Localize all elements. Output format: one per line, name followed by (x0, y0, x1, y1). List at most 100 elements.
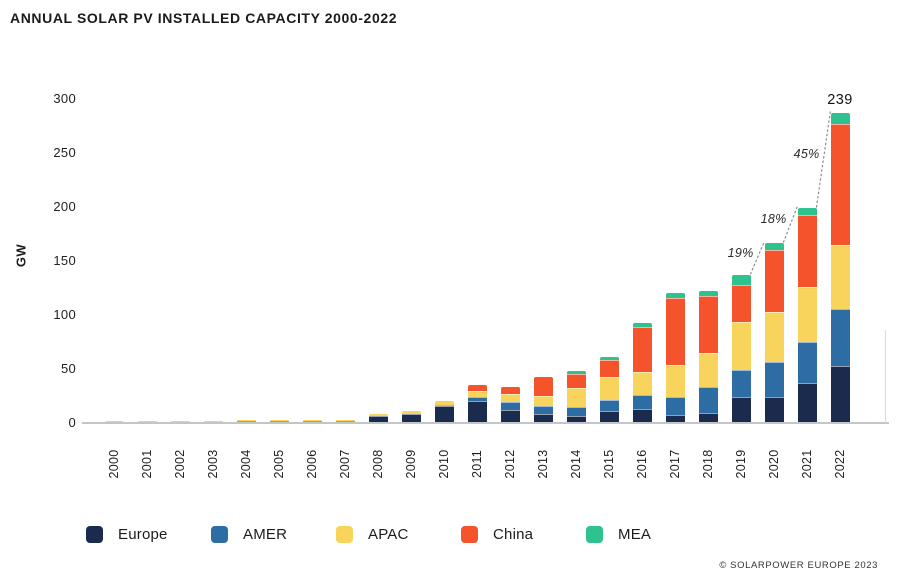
x-tick-label: 2018 (701, 449, 715, 479)
bar-segment-apac (368, 413, 388, 416)
bar-segment-china (698, 296, 718, 353)
bar-segment-amer (698, 387, 718, 413)
copyright-credit: © SOLARPOWER EUROPE 2023 (719, 560, 878, 571)
bar-segment-amer (434, 404, 454, 407)
bar-segment-china (500, 387, 520, 395)
y-tick-label: 50 (60, 361, 76, 376)
growth-percent-label: 18% (760, 212, 787, 227)
bar-segment-apac (467, 391, 487, 398)
bar-segment-amer (830, 309, 850, 366)
bar-segment-amer (632, 394, 652, 410)
bar-segment-europe (335, 420, 355, 423)
x-tick-label: 2007 (338, 449, 352, 479)
x-tick-label: 2002 (173, 449, 187, 479)
x-tick-label: 2021 (800, 449, 814, 479)
bar-segment-europe (665, 414, 685, 423)
x-tick-label: 2019 (734, 449, 748, 479)
x-tick-label: 2009 (404, 449, 418, 479)
bar-segment-europe (467, 400, 487, 423)
x-tick-label: 2010 (437, 449, 451, 479)
bar-segment-mea (665, 293, 685, 299)
bar-segment-china (599, 360, 619, 378)
bar-segment-amer (599, 399, 619, 411)
bar-segment-mea (731, 274, 751, 285)
x-tick-label: 2014 (569, 449, 583, 479)
bar-segment-china (566, 373, 586, 388)
bar-segment-china (830, 124, 850, 245)
bar-segment-apac (797, 286, 817, 342)
x-tick-label: 2004 (239, 449, 253, 479)
bar-segment-china (632, 326, 652, 372)
legend-label: APAC (368, 526, 409, 543)
bar-segment-apac (203, 420, 223, 422)
legend-swatch-apac (336, 526, 353, 543)
bar-2018 (698, 290, 718, 423)
bar-segment-europe (434, 406, 454, 423)
bar-segment-europe (830, 365, 850, 423)
bar-segment-amer (665, 396, 685, 415)
legend-swatch-mea (586, 526, 603, 543)
legend-swatch-europe (86, 526, 103, 543)
bar-segment-europe (566, 416, 586, 423)
legend-label: China (493, 526, 534, 543)
bar-segment-apac (302, 419, 322, 422)
bar-segment-apac (401, 411, 421, 415)
bar-segment-europe (731, 396, 751, 423)
bar-segment-mea (632, 323, 652, 327)
bar-segment-apac (764, 312, 784, 363)
bar-segment-china (467, 384, 487, 392)
bar-segment-china (764, 249, 784, 313)
bar-segment-apac (566, 388, 586, 407)
y-tick-label: 0 (68, 415, 76, 430)
bar-segment-europe (632, 409, 652, 423)
bar-2013 (533, 377, 553, 423)
bar-segment-amer (533, 406, 553, 414)
bar-segment-china (533, 377, 553, 396)
x-tick-label: 2015 (602, 449, 616, 479)
bar-segment-china (731, 284, 751, 322)
bar-segment-europe (599, 410, 619, 423)
bar-2014 (566, 371, 586, 423)
bar-segment-europe (533, 414, 553, 423)
bar-segment-amer (500, 402, 520, 410)
bar-segment-amer (731, 369, 751, 397)
legend-item-apac: APAC (336, 526, 461, 543)
bar-segment-mea (830, 112, 850, 125)
legend-item-mea: MEA (586, 526, 711, 543)
bar-2019 (731, 274, 751, 423)
x-tick-label: 2017 (668, 449, 682, 479)
bar-segment-apac (731, 321, 751, 370)
growth-percent-label: 45% (793, 146, 820, 161)
bar-2011 (467, 384, 487, 423)
legend-swatch-china (461, 526, 478, 543)
bar-2022 (830, 112, 850, 423)
bar-2007 (335, 419, 355, 423)
total-value-label: 239 (827, 91, 853, 108)
bar-segment-mea (764, 243, 784, 250)
bar-2009 (401, 411, 421, 423)
bar-segment-mea (797, 207, 817, 215)
bar-segment-apac (830, 244, 850, 310)
x-tick-label: 2022 (833, 449, 847, 479)
y-tick-label: 100 (53, 307, 76, 322)
bar-segment-mea (698, 290, 718, 297)
bar-2021 (797, 207, 817, 423)
x-tick-label: 2016 (635, 449, 649, 479)
bar-segment-apac (533, 395, 553, 407)
x-tick-label: 2001 (140, 449, 154, 479)
bar-2020 (764, 243, 784, 423)
legend-label: AMER (243, 526, 288, 543)
legend-swatch-amer (211, 526, 228, 543)
bar-2012 (500, 387, 520, 423)
bar-segment-apac (137, 421, 157, 422)
bar-2017 (665, 293, 685, 423)
bar-segment-apac (434, 400, 454, 405)
bar-segment-europe (764, 396, 784, 423)
legend-item-amer: AMER (211, 526, 336, 543)
bar-2010 (434, 400, 454, 423)
growth-percent-label: 19% (727, 245, 754, 260)
bar-segment-mea (599, 357, 619, 361)
x-tick-label: 2013 (536, 449, 550, 479)
bar-segment-amer (566, 407, 586, 417)
